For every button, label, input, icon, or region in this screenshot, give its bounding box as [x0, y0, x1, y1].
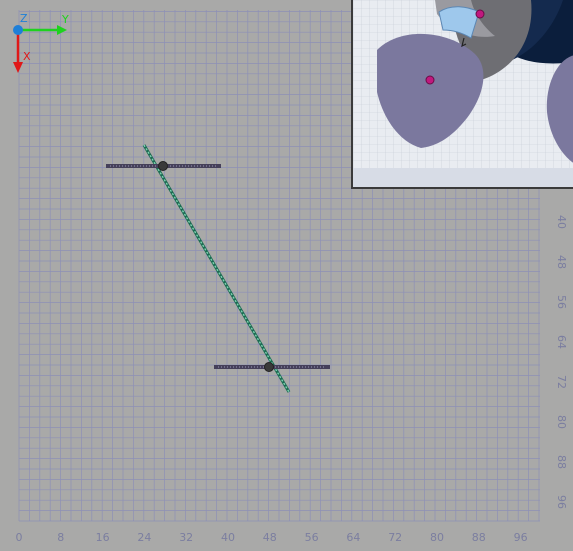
z-axis-dot-icon [13, 25, 23, 35]
handle-bar-lower[interactable] [214, 362, 330, 372]
node-upper[interactable] [158, 161, 168, 171]
y-axis-label: Y [61, 13, 69, 26]
x-axis-label: X [23, 50, 31, 63]
link-line [142, 144, 291, 393]
z-axis-label: Z [20, 12, 28, 25]
ruler-bottom-label: 0 [16, 531, 23, 544]
selection-highlight [438, 6, 480, 39]
y-arrow-head-icon [57, 25, 67, 35]
grid-lines [18, 10, 540, 522]
ruler-bottom-label: 64 [346, 531, 360, 544]
ruler-right-label: 88 [555, 455, 568, 469]
axis-triad: Z Y X [13, 12, 69, 73]
x-arrow-head-icon [13, 62, 23, 73]
ruler-bottom-label: 32 [179, 531, 193, 544]
ruler-right-label: 80 [555, 415, 568, 429]
ruler-right-label: 72 [555, 375, 568, 389]
pin-hub[interactable] [475, 9, 485, 19]
handle-bar-upper[interactable] [106, 161, 221, 171]
ruler-right-label: 96 [555, 495, 568, 509]
rotation-handle-icon[interactable] [461, 37, 467, 48]
preview-floor-edge [353, 168, 573, 187]
link-connector[interactable] [142, 144, 291, 393]
node-lower[interactable] [264, 362, 274, 372]
ruler-right-label: 56 [555, 295, 568, 309]
ruler-bottom-label: 24 [137, 531, 151, 544]
pin-blade[interactable] [425, 75, 435, 85]
ruler-bottom-label: 40 [221, 531, 235, 544]
ruler-bottom-label: 16 [96, 531, 110, 544]
ruler-bottom: 0 8 16 24 32 40 48 56 64 72 80 88 96 [16, 531, 528, 544]
ruler-right-label: 40 [555, 215, 568, 229]
ruler-bottom-label: 48 [263, 531, 277, 544]
preview-canvas [353, 0, 573, 187]
ruler-bottom-label: 56 [305, 531, 319, 544]
ruler-bottom-label: 80 [430, 531, 444, 544]
blade-right [546, 55, 573, 163]
preview-inset[interactable] [351, 0, 573, 189]
ruler-right-label: 64 [555, 335, 568, 349]
ruler-bottom-label: 8 [57, 531, 64, 544]
ruler-right: 40 48 56 64 72 80 88 96 [555, 215, 568, 509]
ruler-bottom-label: 96 [514, 531, 528, 544]
ruler-right-label: 48 [555, 255, 568, 269]
ruler-bottom-label: 72 [388, 531, 402, 544]
blade-left [377, 33, 484, 148]
ruler-bottom-label: 88 [472, 531, 486, 544]
